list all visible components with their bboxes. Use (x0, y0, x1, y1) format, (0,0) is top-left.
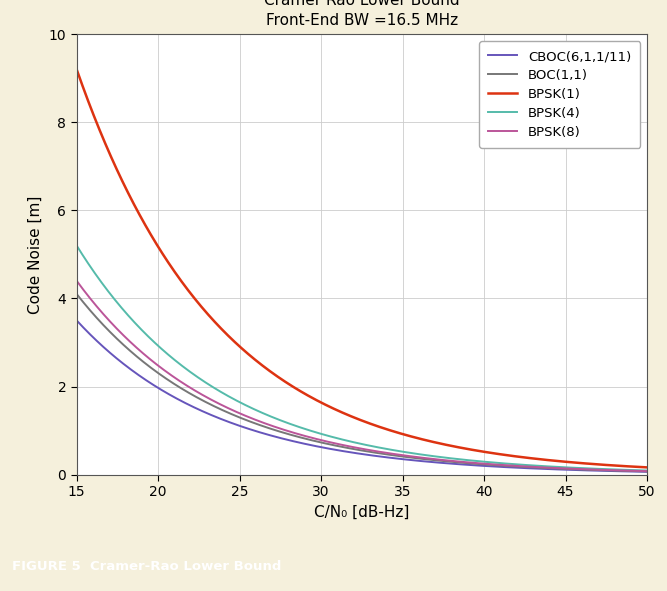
BPSK(1) (409, 433, 417, 440)
BOC(1,1) (643, 468, 651, 475)
CBOC(6,1,1/11) (331, 446, 339, 453)
BOC(1,1) (502, 462, 510, 469)
BPSK(8) (454, 458, 462, 465)
CBOC(6,1,1/11) (643, 468, 651, 475)
X-axis label: C/N₀ [dB-Hz]: C/N₀ [dB-Hz] (314, 505, 410, 519)
CBOC(6,1,1/11) (219, 416, 227, 423)
Line: BOC(1,1): BOC(1,1) (77, 294, 647, 472)
BOC(1,1) (409, 454, 417, 462)
BOC(1,1) (219, 407, 227, 414)
Y-axis label: Code Noise [m]: Code Noise [m] (28, 195, 43, 314)
BPSK(1) (502, 452, 510, 459)
BPSK(4) (73, 242, 81, 249)
BPSK(1) (454, 444, 462, 451)
BPSK(8) (173, 376, 181, 383)
BOC(1,1) (331, 442, 339, 449)
CBOC(6,1,1/11) (173, 395, 181, 402)
BPSK(4) (331, 434, 339, 441)
BPSK(4) (173, 359, 181, 366)
BPSK(4) (219, 390, 227, 397)
BPSK(1) (331, 405, 339, 413)
BPSK(8) (73, 277, 81, 284)
Line: BPSK(1): BPSK(1) (77, 70, 647, 467)
CBOC(6,1,1/11) (502, 463, 510, 470)
BPSK(4) (502, 460, 510, 467)
BPSK(8) (219, 402, 227, 410)
Line: BPSK(8): BPSK(8) (77, 281, 647, 471)
Text: FIGURE 5  Cramer-Rao Lower Bound: FIGURE 5 Cramer-Rao Lower Bound (12, 560, 281, 573)
BPSK(1) (173, 272, 181, 280)
BOC(1,1) (454, 459, 462, 466)
BPSK(8) (502, 462, 510, 469)
BPSK(4) (454, 456, 462, 463)
BOC(1,1) (73, 291, 81, 298)
CBOC(6,1,1/11) (73, 317, 81, 324)
BPSK(8) (331, 440, 339, 447)
BPSK(8) (643, 467, 651, 475)
BOC(1,1) (173, 382, 181, 389)
CBOC(6,1,1/11) (409, 457, 417, 464)
BPSK(1) (73, 66, 81, 73)
CBOC(6,1,1/11) (454, 460, 462, 467)
BPSK(1) (219, 327, 227, 335)
BPSK(4) (409, 450, 417, 457)
Line: CBOC(6,1,1/11): CBOC(6,1,1/11) (77, 320, 647, 472)
BPSK(4) (643, 467, 651, 474)
Title: Cramer Rao Lower Bound
Front-End BW =16.5 MHz: Cramer Rao Lower Bound Front-End BW =16.… (264, 0, 460, 28)
Legend: CBOC(6,1,1/11), BOC(1,1), BPSK(1), BPSK(4), BPSK(8): CBOC(6,1,1/11), BOC(1,1), BPSK(1), BPSK(… (479, 41, 640, 148)
BPSK(1) (643, 464, 651, 471)
Line: BPSK(4): BPSK(4) (77, 246, 647, 470)
BPSK(8) (409, 453, 417, 460)
